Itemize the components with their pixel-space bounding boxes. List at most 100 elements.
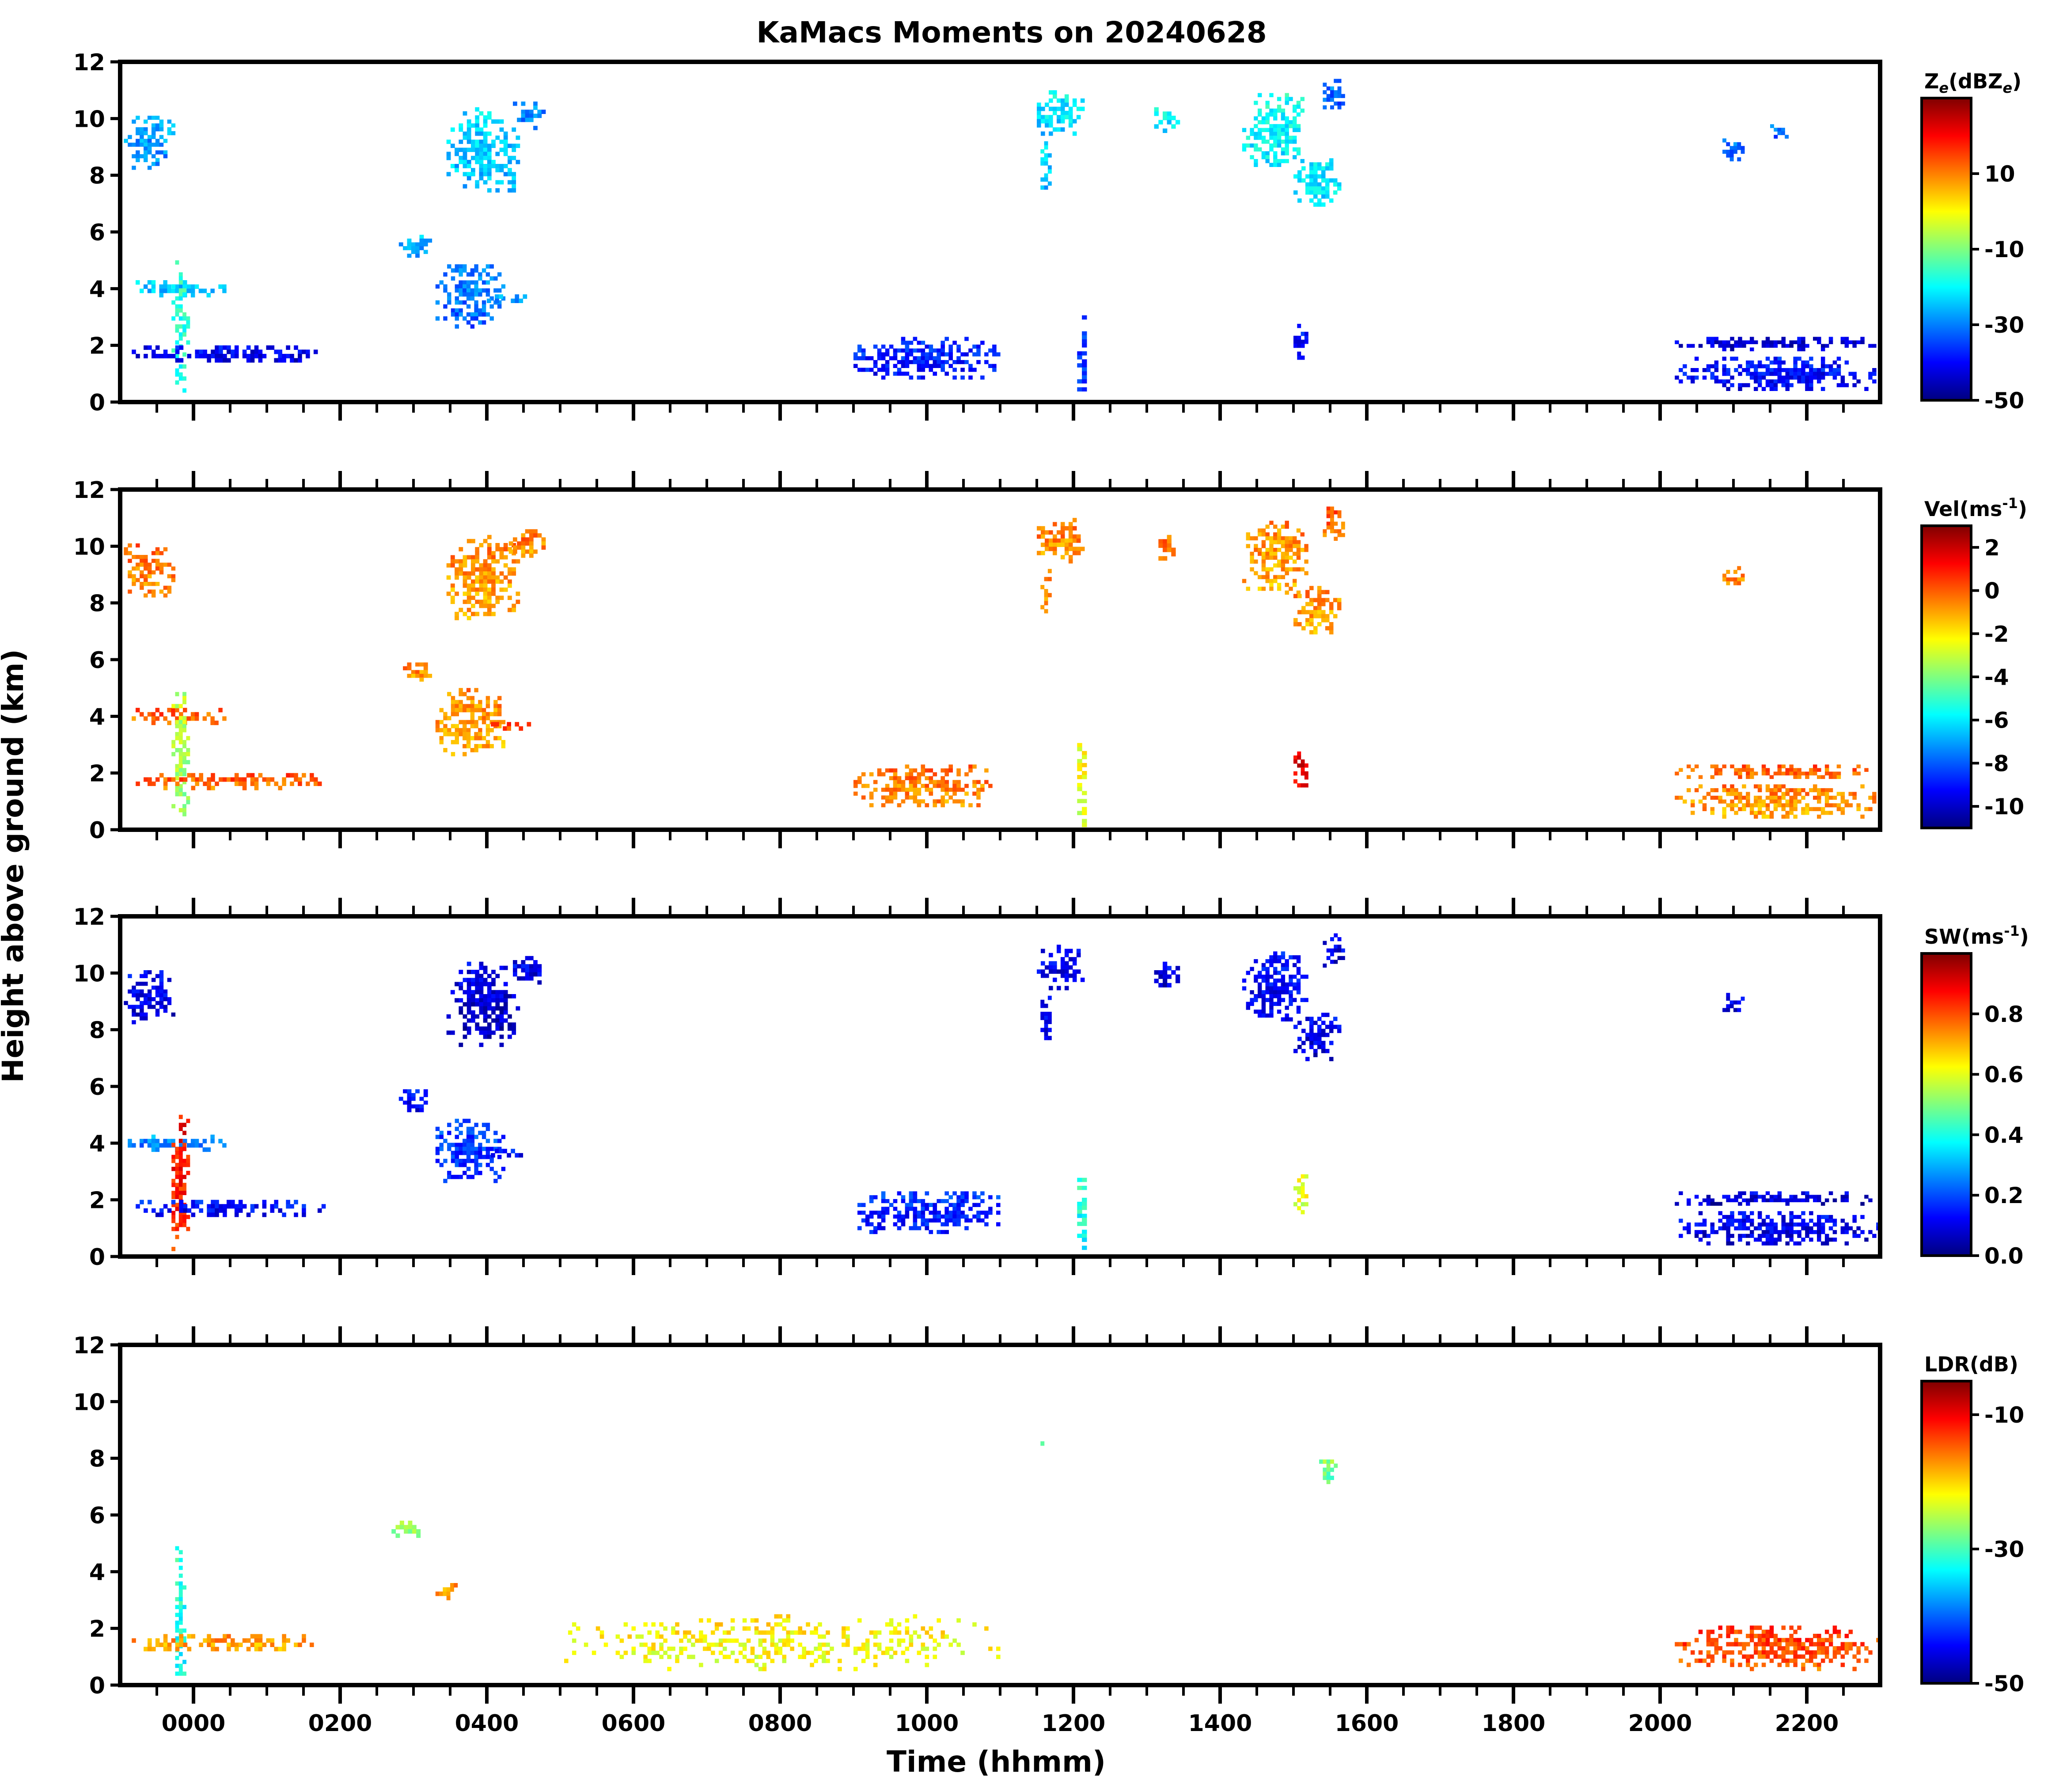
echo-cell [917,356,922,361]
echo-cell [483,567,488,572]
echo-cell [1326,514,1331,518]
echo-cell [1737,157,1741,162]
echo-cell [175,1223,179,1227]
echo-cell [877,352,882,357]
echo-cell [1738,792,1742,796]
echo-cell [242,1204,247,1209]
echo-cell [443,272,447,277]
echo-cell [489,276,494,281]
echo-cell [913,799,918,804]
echo-cell [1722,364,1726,368]
echo-cell [940,344,945,349]
echo-cell [1710,344,1715,348]
echo-cell [463,135,467,140]
echo-cell [147,1001,152,1005]
echo-cell [1781,1230,1786,1234]
echo-cell [1163,128,1168,133]
echo-cell [1769,1646,1774,1651]
echo-region [1040,995,1052,1040]
echo-cell [691,1655,695,1659]
echo-cell [599,1630,604,1635]
echo-cell [495,596,500,600]
echo-cell [964,772,969,777]
echo-cell [956,1218,961,1223]
echo-cell [1718,768,1722,772]
echo-cell [512,571,516,576]
echo-cell [861,772,866,777]
echo-cell [1154,107,1159,112]
echo-cell [956,768,961,773]
echo-cell [1793,792,1798,796]
echo-cell [525,972,530,977]
echo-cell [513,549,517,554]
echo-cell [302,1204,306,1209]
echo-cell [1047,569,1052,573]
echo-cell [1687,1198,1691,1203]
echo-cell [1844,1241,1849,1245]
echo-cell [175,1605,179,1610]
echo-cell [155,547,160,551]
echo-cell [782,1642,787,1647]
echo-cell [175,1613,179,1617]
echo-cell [1057,127,1061,132]
echo-cell [1773,387,1778,391]
echo-cell [1077,1177,1082,1182]
y-tick-label: 12 [73,904,105,930]
echo-cell [1293,190,1298,195]
echo-cell [1832,1654,1837,1659]
echo-cell [1726,1004,1730,1009]
echo-cell [446,1014,451,1019]
echo-cell [1742,1226,1746,1230]
echo-cell [1754,387,1758,391]
echo-cell [1258,128,1262,132]
echo-cell [266,781,271,786]
echo-cell [1781,379,1786,383]
colorbar-tick-label: 0.0 [1984,1243,2024,1269]
echo-cell [940,1199,945,1204]
echo-cell [1281,986,1286,991]
echo-cell [451,268,455,273]
echo-cell [136,982,140,986]
echo-cell [937,780,941,784]
echo-cell [853,356,858,361]
echo-cell [167,119,172,124]
echo-cell [1679,344,1683,348]
echo-cell [533,533,538,538]
echo-cell [1824,1238,1829,1242]
echo-cell [159,712,163,717]
echo-cell [262,1204,267,1209]
echo-cell [1296,540,1301,544]
echo-cell [491,998,496,1002]
echo-cell [1872,368,1877,372]
echo-cell [218,1139,223,1143]
echo-cell [455,296,459,301]
echo-cell [211,1647,215,1652]
echo-cell [1738,1226,1742,1230]
echo-cell [1789,768,1794,772]
echo-cell [921,1199,925,1204]
echo-cell [178,1154,183,1159]
echo-cell [470,296,475,301]
echo-cell [411,1104,416,1109]
echo-cell [1064,94,1069,99]
echo-cell [1868,376,1873,380]
echo-cell [159,570,164,575]
echo-cell [219,349,223,354]
echo-cell [147,589,152,594]
echo-cell [1077,1206,1082,1210]
echo-cell [144,1012,148,1017]
echo-cell [1258,532,1262,537]
echo-cell [1053,538,1057,543]
echo-cell [782,1659,787,1663]
echo-cell [1269,163,1274,167]
echo-cell [175,1546,179,1551]
echo-cell [1281,967,1286,971]
echo-cell [1281,978,1286,983]
echo-cell [917,799,922,804]
echo-cell [1777,1654,1782,1659]
echo-cell [1801,364,1805,368]
echo-cell [499,998,504,1002]
echo-cell [1813,1642,1817,1647]
echo-cell [1301,331,1305,336]
echo-cell [1269,567,1274,572]
